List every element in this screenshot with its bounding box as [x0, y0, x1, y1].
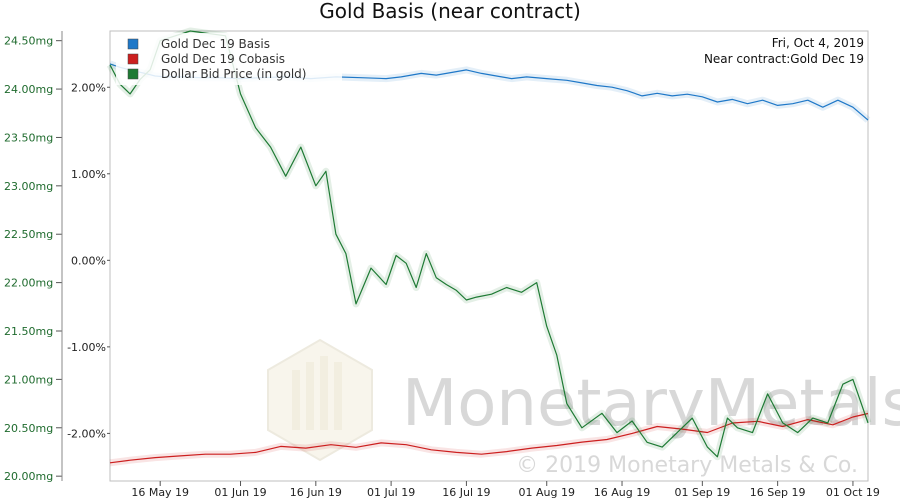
near-contract-label: Near contract:Gold Dec 19 — [704, 52, 864, 66]
y-percent-tick-label: -1.00% — [67, 341, 106, 354]
y-left-tick-label: 23.50mg — [4, 131, 53, 144]
y-percent-tick-label: 2.00% — [71, 81, 106, 94]
y-left-tick-label: 21.00mg — [4, 373, 53, 386]
y-left-tick-label: 22.50mg — [4, 228, 53, 241]
watermark-copyright: © 2019 Monetary Metals & Co. — [516, 453, 858, 478]
y-left-tick-label: 21.50mg — [4, 325, 53, 338]
y-percent-tick-label: -2.00% — [67, 427, 106, 440]
x-tick-label: 01 Jul 19 — [367, 486, 415, 499]
dollar-bid-line — [109, 30, 869, 458]
legend-label: Gold Dec 19 Cobasis — [161, 52, 285, 66]
x-tick-label: 01 Aug 19 — [518, 486, 574, 499]
x-axis: 16 May 19 01 Jun 19 16 Jun 19 01 Jul 19 16 J… — [131, 481, 880, 499]
y-left-tick-label: 22.00mg — [4, 277, 53, 290]
y-percent-tick-label: 0.00% — [71, 254, 106, 267]
y-percent-tick-label: 1.00% — [71, 168, 106, 181]
x-tick-label: 16 Aug 19 — [594, 486, 650, 499]
y-left-tick-label: 24.50mg — [4, 35, 53, 48]
legend-background — [116, 33, 342, 85]
plot-area — [109, 30, 869, 482]
cobasis-line — [109, 412, 869, 464]
x-tick-label: 16 Jun 19 — [290, 486, 342, 499]
y-axis-percent: 2.00% 1.00% 0.00% -1.00% -2.00% — [67, 81, 110, 440]
y-left-tick-label: 23.00mg — [4, 180, 53, 193]
y-axis-left: 20.00mg 20.50mg 21.00mg 21.50mg 22.00mg 22.50… — [4, 31, 63, 483]
legend-label: Gold Dec 19 Basis — [161, 37, 270, 51]
x-tick-label: 01 Jun 19 — [214, 486, 266, 499]
y-left-tick-label: 20.00mg — [4, 470, 53, 483]
watermark-logo-icon — [267, 338, 373, 462]
legend-swatch — [127, 38, 139, 50]
chart-title: Gold Basis (near contract) — [319, 0, 581, 23]
x-tick-label: 01 Oct 19 — [826, 486, 880, 499]
x-tick-label: 16 Jul 19 — [442, 486, 490, 499]
x-tick-label: 01 Sep 19 — [674, 486, 730, 499]
legend-label: Dollar Bid Price (in gold) — [161, 67, 306, 81]
y-left-tick-label: 24.00mg — [4, 83, 53, 96]
x-tick-label: 16 May 19 — [131, 486, 189, 499]
chart-date: Fri, Oct 4, 2019 — [772, 36, 864, 50]
legend-swatch — [127, 53, 139, 65]
y-left-tick-label: 20.50mg — [4, 422, 53, 435]
x-tick-label: 16 Sep 19 — [750, 486, 806, 499]
legend-swatch — [127, 68, 139, 80]
